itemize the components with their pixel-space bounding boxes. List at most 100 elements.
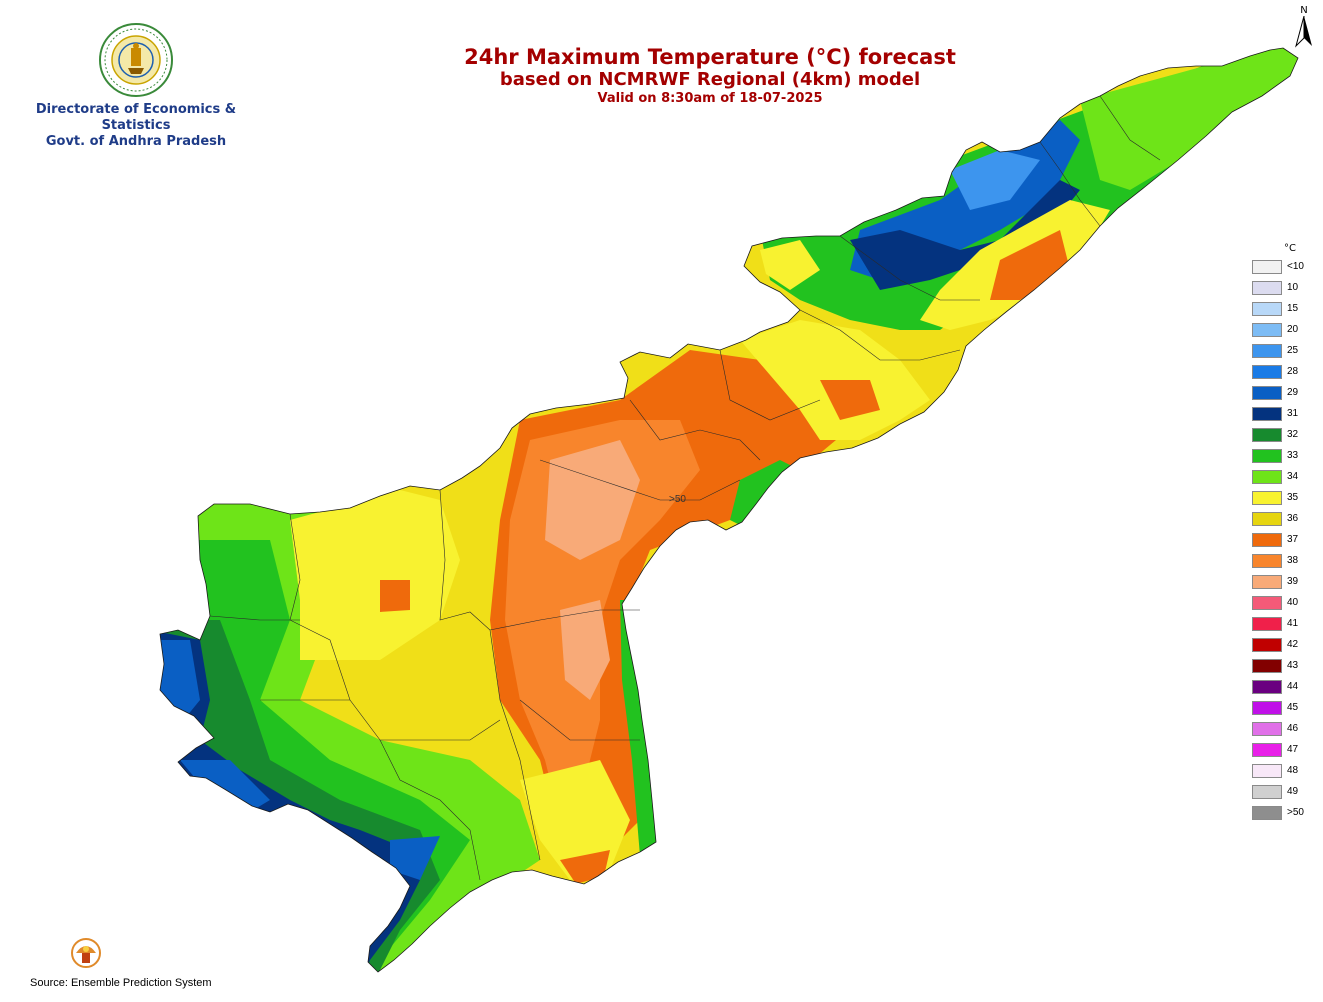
legend-swatch [1252, 343, 1282, 358]
legend-swatch [1252, 784, 1282, 799]
legend-label: 42 [1287, 639, 1299, 650]
state-emblem-icon [99, 23, 173, 97]
legend-swatch [1252, 595, 1282, 610]
legend-swatch [1252, 322, 1282, 337]
legend-label: 20 [1287, 324, 1299, 335]
legend-item: 33 [1252, 445, 1318, 466]
legend-swatch [1252, 532, 1282, 547]
legend-swatch [1252, 574, 1282, 589]
legend-label: 31 [1287, 408, 1299, 419]
legend-item: 43 [1252, 655, 1318, 676]
legend-item: 28 [1252, 361, 1318, 382]
legend-swatch [1252, 721, 1282, 736]
legend-item: 31 [1252, 403, 1318, 424]
eps-logo-icon [71, 938, 101, 968]
org-government: Govt. of Andhra Pradesh [45, 134, 227, 149]
legend-label: 32 [1287, 429, 1299, 440]
legend-item: 42 [1252, 634, 1318, 655]
legend-swatch [1252, 385, 1282, 400]
legend-label: 29 [1287, 387, 1299, 398]
source-note: Source: Ensemble Prediction System [30, 977, 212, 989]
legend-label: 48 [1287, 765, 1299, 776]
legend-item: 40 [1252, 592, 1318, 613]
legend-item: 35 [1252, 487, 1318, 508]
legend-swatch [1252, 679, 1282, 694]
legend-swatch [1252, 448, 1282, 463]
title-block: 24hr Maximum Temperature (°C) forecast b… [390, 46, 1030, 107]
north-arrow-icon [1295, 15, 1312, 48]
map-subtitle: based on NCMRWF Regional (4km) model [499, 69, 921, 90]
legend-swatch [1252, 658, 1282, 673]
legend-label: 35 [1287, 492, 1299, 503]
state-boundary [159, 47, 1299, 973]
legend-label: 39 [1287, 576, 1299, 587]
legend-item: 45 [1252, 697, 1318, 718]
legend-item: 46 [1252, 718, 1318, 739]
legend-label: 28 [1287, 366, 1299, 377]
legend-swatch [1252, 406, 1282, 421]
legend-swatch [1252, 742, 1282, 757]
legend-item: 20 [1252, 319, 1318, 340]
legend-item: >50 [1252, 802, 1318, 823]
legend-swatch [1252, 280, 1282, 295]
legend-item: 38 [1252, 550, 1318, 571]
legend-label: 41 [1287, 618, 1299, 629]
legend-swatch [1252, 301, 1282, 316]
legend-label: 43 [1287, 660, 1299, 671]
legend-item: 41 [1252, 613, 1318, 634]
map-title: 24hr Maximum Temperature (°C) forecast [464, 45, 956, 69]
temperature-legend: °C <10 10 15 20 25 28 29 31 32 33 34 35 36 37 38 39 40 41… [1252, 242, 1318, 823]
legend-label: 25 [1287, 345, 1299, 356]
legend-swatch [1252, 427, 1282, 442]
legend-swatch [1252, 616, 1282, 631]
legend-label: 15 [1287, 303, 1299, 314]
north-label: N [1300, 5, 1308, 16]
legend-item: 48 [1252, 760, 1318, 781]
legend-label: 33 [1287, 450, 1299, 461]
legend-label: 44 [1287, 681, 1299, 692]
legend-label: 34 [1287, 471, 1299, 482]
legend-item: 29 [1252, 382, 1318, 403]
org-name: Directorate of Economics & Statistics [35, 102, 237, 133]
legend-unit: °C [1284, 243, 1296, 254]
legend-swatch [1252, 490, 1282, 505]
legend-item: 10 [1252, 277, 1318, 298]
legend-item: <10 [1252, 256, 1318, 277]
legend-swatch [1252, 700, 1282, 715]
legend-label: 37 [1287, 534, 1299, 545]
district-boundaries [209, 95, 1161, 881]
legend-label: >50 [1287, 807, 1304, 818]
legend-item: 44 [1252, 676, 1318, 697]
north-arrow: N [1292, 6, 1316, 52]
legend-label: 45 [1287, 702, 1299, 713]
legend-label: 46 [1287, 723, 1299, 734]
legend-swatch [1252, 553, 1282, 568]
legend-swatch [1252, 763, 1282, 778]
legend-label: 10 [1287, 282, 1299, 293]
legend-label: 47 [1287, 744, 1299, 755]
map-marker-label: >50 [669, 494, 686, 505]
organisation-block: Directorate of Economics & Statistics Go… [6, 22, 266, 150]
legend-label: 38 [1287, 555, 1299, 566]
legend-item: 37 [1252, 529, 1318, 550]
legend-label: 36 [1287, 513, 1299, 524]
valid-date: Valid on 8:30am of 18-07-2025 [597, 91, 823, 106]
legend-swatch [1252, 259, 1282, 274]
legend-label: <10 [1287, 261, 1304, 272]
legend-item: 49 [1252, 781, 1318, 802]
legend-item: 32 [1252, 424, 1318, 445]
legend-item: 25 [1252, 340, 1318, 361]
legend-item: 34 [1252, 466, 1318, 487]
legend-item: 36 [1252, 508, 1318, 529]
legend-item: 15 [1252, 298, 1318, 319]
legend-swatch [1252, 805, 1282, 820]
legend-label: 49 [1287, 786, 1299, 797]
legend-label: 40 [1287, 597, 1299, 608]
legend-swatch [1252, 511, 1282, 526]
legend-item: 39 [1252, 571, 1318, 592]
legend-swatch [1252, 364, 1282, 379]
legend-swatch [1252, 637, 1282, 652]
legend-swatch [1252, 469, 1282, 484]
